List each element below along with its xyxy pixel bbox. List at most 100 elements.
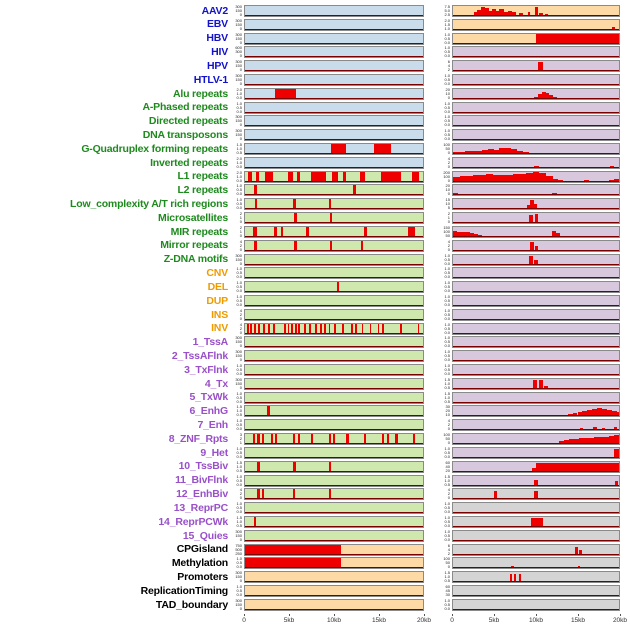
data-bar [350, 323, 353, 334]
baseline [453, 235, 619, 237]
y-tick-label: 50 [445, 436, 450, 442]
y-tick-label: 1.0 [236, 90, 242, 96]
y-tick-label: 0 [239, 67, 242, 73]
baseline [245, 14, 423, 16]
y-tick-label: 2 [447, 159, 450, 165]
baseline [245, 28, 423, 30]
y-tick-label: 1.0 [236, 280, 242, 286]
baseline [453, 28, 619, 30]
data-bar [457, 231, 462, 237]
y-tick-label: 40 [445, 463, 450, 469]
y-tick-label: 20 [445, 467, 450, 473]
y-tick-label: 4 [447, 418, 450, 424]
baseline [245, 139, 423, 141]
baseline [453, 595, 619, 597]
track-label: 8_ZNF_Rpts [168, 432, 228, 445]
y-tick-label: 1.0 [236, 183, 242, 189]
data-bar [336, 282, 339, 293]
track-panel-right [452, 377, 620, 390]
data-bar [544, 385, 548, 389]
panel-gap [424, 204, 436, 205]
y-tick-label: 50 [445, 146, 450, 152]
data-bar [364, 226, 367, 237]
track-panel-right [452, 60, 620, 73]
y-tick-label: 2 [239, 325, 242, 331]
y-tick-label: 1.0 [444, 514, 450, 520]
y-tick-label: 0 [447, 94, 450, 100]
y-tick-label: 0 [447, 564, 450, 570]
baseline [453, 525, 619, 527]
y-tick-label: 150 [235, 256, 242, 262]
panel-gap [424, 135, 436, 136]
axis-spacer-left [0, 614, 244, 628]
data-bar [481, 6, 485, 16]
y-tick-label: 0.5 [236, 505, 242, 511]
y-tick-label: 0.0 [444, 343, 450, 349]
track-panel-right [452, 350, 620, 363]
y-tick-label: 1.0 [236, 146, 242, 152]
panel-gap [424, 121, 436, 122]
data-bar [617, 411, 619, 417]
baseline [453, 512, 619, 514]
y-tick-label: 0.5 [236, 394, 242, 400]
y-axis-ticks: 300 150 0 [228, 350, 244, 362]
y-tick-label: 0.5 [444, 532, 450, 538]
data-bar [287, 171, 294, 182]
baseline [453, 374, 619, 376]
data-bar [589, 437, 595, 445]
data-bar [614, 480, 619, 486]
track-panel-left [244, 4, 424, 17]
y-tick-label: 0.5 [236, 297, 242, 303]
data-bar [310, 171, 326, 182]
y-tick-label: 0.5 [444, 398, 450, 404]
y-tick-label: 1.0 [444, 528, 450, 534]
y-tick-label: 0 [239, 232, 242, 238]
data-bar [535, 7, 539, 16]
baseline [453, 443, 619, 445]
baseline [453, 581, 619, 583]
y-tick-label: 0.0 [444, 108, 450, 114]
baseline [453, 291, 619, 293]
data-bar [310, 434, 314, 445]
y-axis-ticks: 1.0 0.5 0.0 [436, 115, 452, 127]
y-tick-label: 0.5 [444, 76, 450, 82]
panel-gap [424, 38, 436, 39]
y-tick-label: 0.5 [444, 132, 450, 138]
baseline [245, 56, 423, 58]
data-bar [614, 179, 619, 182]
data-bar [577, 412, 583, 417]
data-bar [293, 213, 297, 224]
y-tick-label: 100 [443, 556, 450, 562]
y-tick-label: 1.0 [444, 477, 450, 483]
data-bar [559, 441, 565, 445]
track-label: Promoters [177, 570, 228, 583]
data-bar [270, 434, 274, 445]
data-bar [492, 9, 497, 16]
y-axis-ticks: 1.0 0.5 0.0 [436, 446, 452, 459]
x-tick-mark [536, 613, 537, 617]
baseline [453, 14, 619, 16]
y-tick-label: 45 [445, 588, 450, 594]
panel-gap [424, 149, 436, 150]
y-tick-label: 6 [447, 59, 450, 65]
y-tick-label: 500 [235, 546, 242, 552]
panel-gap [424, 10, 436, 11]
x-tick-label: 0 [242, 617, 246, 625]
y-tick-label: 0.0 [236, 94, 242, 100]
data-bar [601, 427, 605, 431]
track-panel-right [452, 543, 620, 556]
track-label: DEL [207, 280, 229, 293]
data-bar [599, 436, 605, 445]
track-label: Directed repeats [148, 115, 228, 128]
baseline [245, 470, 423, 472]
y-tick-label: 1 [239, 440, 242, 446]
y-tick-label: 150 [235, 21, 242, 27]
y-axis-ticks: 300 150 0 [228, 73, 244, 86]
y-tick-label: 0.5 [236, 522, 242, 528]
track-panel-right [452, 488, 620, 501]
data-bar [274, 226, 278, 237]
y-tick-label: 0.5 [444, 353, 450, 359]
y-axis-ticks: 1.5 1.0 0.5 [228, 515, 244, 528]
